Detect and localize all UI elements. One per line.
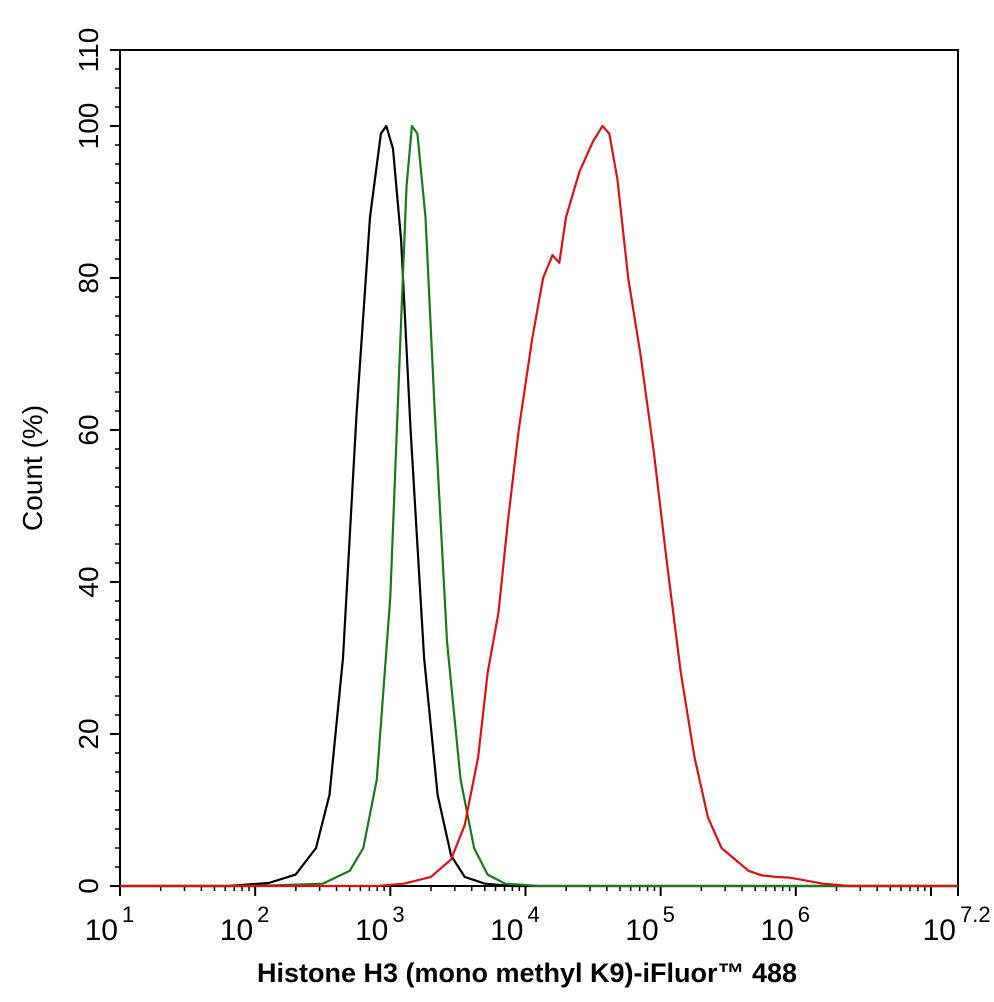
x-tick-label: 10	[760, 914, 793, 947]
y-tick-label: 80	[73, 262, 104, 293]
y-axis-label: Count (%)	[17, 405, 48, 531]
x-tick-label: 10	[490, 914, 523, 947]
series-line-3	[120, 124, 958, 888]
x-tick-exponent: 4	[527, 902, 539, 927]
series-line-1	[120, 124, 958, 888]
y-tick-label: 20	[73, 718, 104, 749]
y-tick-label: 40	[73, 566, 104, 597]
x-axis: 10 1 10 2 10 3 10 4 10 5 10 6 10 7.2	[85, 886, 991, 947]
x-tick-label: 10	[923, 914, 956, 947]
x-tick-exponent: 3	[392, 902, 404, 927]
y-axis: 0 20 40 60 80 100 110	[73, 28, 120, 894]
x-tick-label: 10	[625, 914, 658, 947]
x-tick-label: 10	[85, 914, 118, 947]
x-tick-label: 10	[220, 914, 253, 947]
series-layer	[120, 124, 958, 888]
x-tick-exponent: 7.2	[960, 902, 991, 927]
x-tick-exponent: 6	[798, 902, 810, 927]
x-tick-exponent: 2	[257, 902, 269, 927]
x-tick-exponent: 5	[663, 902, 675, 927]
y-tick-label: 100	[73, 103, 104, 150]
x-axis-label: Histone H3 (mono methyl K9)-iFluor™ 488	[257, 958, 797, 988]
y-tick-label: 110	[73, 28, 104, 73]
y-tick-label: 60	[73, 414, 104, 445]
plot-frame	[119, 49, 959, 887]
series-line-2	[120, 124, 958, 888]
x-tick-exponent: 1	[122, 902, 134, 927]
x-tick-label: 10	[355, 914, 388, 947]
y-tick-label: 0	[73, 878, 104, 894]
